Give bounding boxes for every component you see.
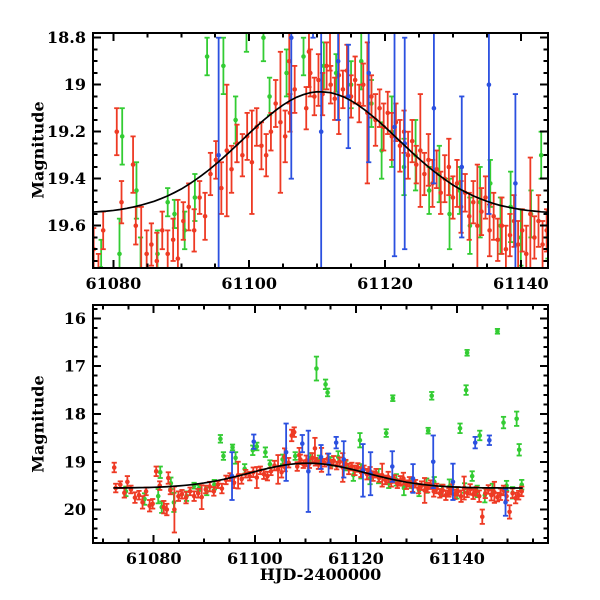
- model-curve: [113, 462, 523, 489]
- series-red-band: [93, 33, 548, 268]
- y-tick-label: 19: [64, 452, 86, 471]
- y-tick-label: 19.6: [47, 216, 86, 235]
- y-tick-label: 19.4: [47, 169, 86, 188]
- zoom-panel-frame: [92, 32, 549, 269]
- zoom-panel-tick-labels: 61080 61100 61120 61140 18.8 19 19.2 19.4 19.6: [47, 28, 549, 293]
- y-tick-label: 17: [64, 357, 86, 376]
- x-tick-label: 61140: [493, 274, 549, 293]
- model-curve: [93, 90, 548, 214]
- x-tick-label: 61120: [357, 274, 413, 293]
- y-tick-label: 20: [64, 500, 86, 519]
- y-tick-label: 19.2: [47, 122, 86, 141]
- zoom-panel: 61080 61100 61120 61140 18.8 19 19.2 19.4 19.6: [47, 28, 549, 293]
- x-tick-label: 61120: [328, 549, 384, 568]
- x-tick-label: 61080: [126, 549, 182, 568]
- x-tick-label: 61080: [86, 274, 142, 293]
- full-panel: 61080 61100 61120 61140 16 17 18 19 20: [64, 304, 549, 568]
- x-axis-title: HJD-2400000: [259, 565, 382, 584]
- y-tick-label: 18.8: [47, 28, 86, 47]
- series-red-band: [111, 426, 525, 534]
- y-axis-title-top: Magnitude: [28, 101, 48, 199]
- full-panel-data: [111, 327, 525, 534]
- y-tick-label: 16: [64, 309, 86, 328]
- x-tick-label: 61140: [429, 549, 485, 568]
- full-panel-tick-labels: 61080 61100 61120 61140 16 17 18 19 20: [64, 309, 485, 568]
- zoom-panel-data: [93, 33, 548, 268]
- x-tick-label: 61100: [221, 274, 277, 293]
- y-tick-label: 18: [64, 404, 86, 423]
- x-tick-label: 61100: [227, 549, 283, 568]
- y-tick-label: 19: [64, 75, 86, 94]
- y-axis-title-bottom: Magnitude: [28, 375, 48, 473]
- full-panel-frame: [92, 304, 549, 544]
- series-blue-band: [216, 33, 519, 268]
